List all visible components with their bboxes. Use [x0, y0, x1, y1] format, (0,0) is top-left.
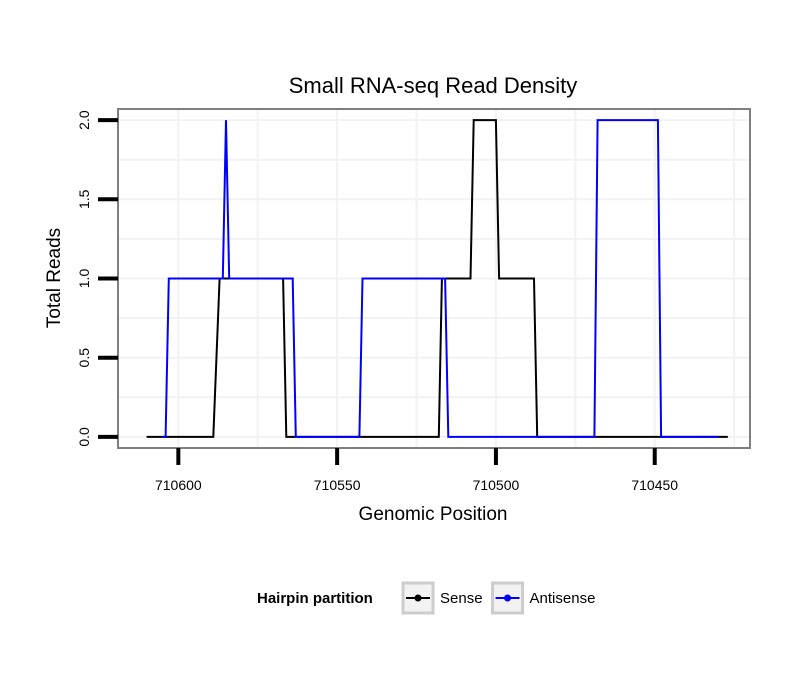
chart-title: Small RNA-seq Read Density	[289, 73, 578, 98]
y-axis: 0.0 0.5 1.0 1.5 2.0	[76, 110, 118, 447]
y-tick-label: 2.0	[76, 110, 92, 130]
x-tick-label: 710600	[155, 477, 202, 493]
x-tick-label: 710450	[631, 477, 678, 493]
y-tick-label: 0.5	[76, 348, 92, 368]
x-axis: 710600 710550 710500 710450	[155, 448, 678, 493]
x-axis-label: Genomic Position	[359, 504, 508, 525]
legend-dot-sense	[414, 594, 422, 602]
series-layer	[146, 119, 728, 438]
legend-dot-antisense	[504, 594, 512, 602]
y-axis-label: Total Reads	[44, 228, 65, 328]
legend-label-antisense: Antisense	[530, 590, 596, 607]
legend: Hairpin partition Sense Antisense	[257, 581, 596, 615]
series-line-antisense	[162, 119, 719, 438]
y-tick-label: 1.0	[76, 269, 92, 289]
x-tick-label: 710500	[473, 477, 520, 493]
y-tick-label: 0.0	[76, 427, 92, 447]
legend-title: Hairpin partition	[257, 590, 373, 607]
x-tick-label: 710550	[314, 477, 361, 493]
y-tick-label: 1.5	[76, 189, 92, 209]
legend-label-sense: Sense	[440, 590, 483, 607]
